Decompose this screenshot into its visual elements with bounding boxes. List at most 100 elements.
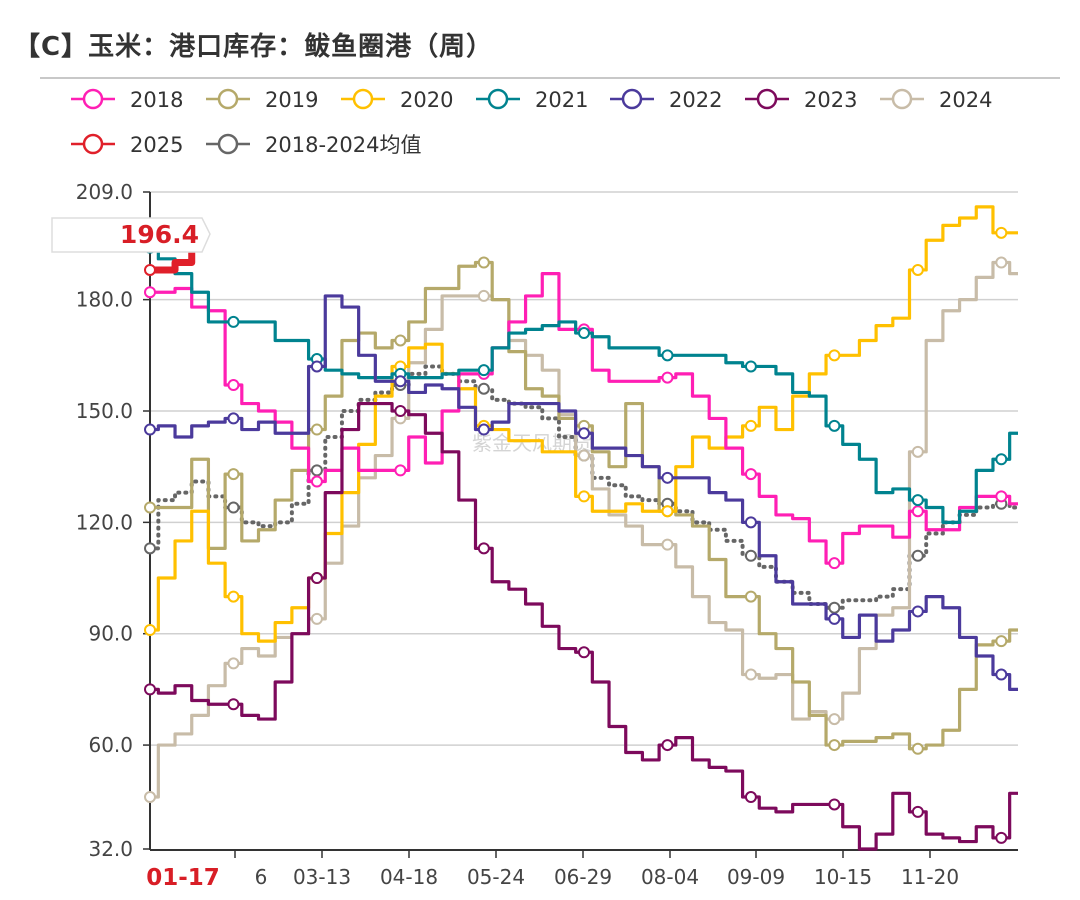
- data-point-2021: [578, 327, 590, 340]
- legend-circle-icon: [217, 88, 239, 110]
- data-point-2018-2024均值: [227, 501, 240, 514]
- data-point-2020: [995, 226, 1008, 239]
- data-point-2022: [477, 423, 490, 436]
- legend-label: 2020: [400, 88, 453, 112]
- series-line-2018: [150, 272, 1018, 565]
- legend-label: 2025: [130, 133, 183, 157]
- data-point-2018-2024均值: [144, 542, 156, 555]
- data-point-2024: [578, 449, 590, 462]
- data-point-2023: [744, 791, 757, 804]
- data-point-2022: [828, 612, 841, 625]
- data-point-2018: [995, 490, 1008, 503]
- data-point-2018-2024均值: [310, 464, 323, 477]
- data-point-2019: [310, 423, 323, 436]
- data-point-2023: [227, 698, 240, 711]
- legend-item-2021[interactable]: 2021: [476, 88, 588, 112]
- x-tick-label: 09-09: [727, 865, 785, 889]
- title-divider: [40, 77, 1060, 79]
- legend-item-2022[interactable]: 2022: [610, 88, 722, 112]
- legend-circle-icon: [487, 88, 509, 110]
- data-point-2018-2024均值: [744, 549, 757, 562]
- data-point-2020: [227, 590, 240, 603]
- x-tick-label: 04-18: [380, 865, 438, 889]
- data-point-2018: [661, 371, 674, 384]
- data-point-2018-2024均值: [477, 382, 490, 395]
- axes: 209.0 180.0 150.0 120.0 90.0 60.0 32.0 6 03-13 04…: [76, 180, 1018, 889]
- data-point-2024: [661, 538, 674, 551]
- x-tick-label: 06-29: [554, 865, 612, 889]
- series-line-2021: [150, 246, 1018, 524]
- chart-title: 【C】玉米：港口库存：鲅鱼圈港（周）: [14, 32, 494, 62]
- data-point-2023: [828, 798, 841, 811]
- data-point-2021: [661, 349, 674, 362]
- legend-item-2020[interactable]: 2020: [341, 88, 453, 112]
- legend-label: 2019: [265, 88, 318, 112]
- data-point-2018: [744, 468, 757, 481]
- data-point-2021: [227, 315, 240, 328]
- data-point-2023: [995, 831, 1008, 844]
- y-tick-label: 180.0: [76, 288, 133, 312]
- legend: 2018 2019 2020 2021 2022 2023 2024 2025 2018-202…: [71, 88, 992, 157]
- data-point-2023: [310, 572, 323, 585]
- y-tick-label: 32.0: [88, 837, 133, 861]
- legend-item-2018-2024均值[interactable]: 2018-2024均值: [206, 133, 421, 157]
- data-point-2024: [227, 657, 240, 670]
- data-point-2018: [227, 379, 240, 392]
- legend-label: 2021: [535, 88, 588, 112]
- data-point-2020: [744, 419, 757, 432]
- data-point-2019: [911, 742, 924, 755]
- data-point-2024: [911, 445, 924, 458]
- marker-group: [144, 226, 1008, 844]
- data-point-2023: [394, 405, 407, 417]
- data-point-2019: [227, 468, 240, 481]
- y-tick-label: 60.0: [88, 733, 133, 757]
- data-point-2019: [394, 334, 407, 347]
- legend-circle-icon: [891, 88, 913, 110]
- data-point-2023: [911, 805, 924, 818]
- data-point-2020: [911, 263, 924, 276]
- data-point-2022: [744, 516, 757, 529]
- data-point-2018: [911, 505, 924, 518]
- data-point-2025: [144, 263, 156, 276]
- data-point-2022: [227, 412, 240, 425]
- x-tick-label: 10-15: [814, 865, 872, 889]
- data-point-2024: [310, 612, 323, 625]
- legend-item-2018[interactable]: 2018: [71, 88, 183, 112]
- data-point-2023: [661, 739, 674, 752]
- data-point-2021: [995, 453, 1008, 466]
- legend-circle-icon: [82, 133, 104, 155]
- data-point-2022: [310, 360, 323, 373]
- series-group: [148, 205, 1020, 851]
- data-point-2019: [477, 256, 490, 269]
- legend-label: 2024: [939, 88, 992, 112]
- data-point-2020: [578, 490, 590, 503]
- data-point-2018-2024均值: [911, 549, 924, 562]
- data-point-2022: [661, 471, 674, 484]
- legend-item-2019[interactable]: 2019: [206, 88, 318, 112]
- legend-item-2024[interactable]: 2024: [880, 88, 992, 112]
- x-tick-label: 05-24: [467, 865, 525, 889]
- series-line-2024: [150, 260, 1018, 799]
- legend-item-2023[interactable]: 2023: [745, 88, 857, 112]
- series-line-2023: [150, 401, 1018, 851]
- legend-label: 2022: [669, 88, 722, 112]
- data-point-2022: [578, 427, 590, 440]
- data-point-2021: [828, 419, 841, 432]
- data-point-2018-2024均值: [828, 601, 841, 614]
- grid: [150, 191, 1018, 746]
- data-point-2022: [911, 605, 924, 618]
- x-tick-label: 6: [255, 865, 268, 889]
- data-point-2022: [394, 375, 407, 388]
- current-value-box: [51, 217, 211, 253]
- legend-circle-icon: [217, 133, 239, 155]
- data-point-2020: [144, 624, 156, 636]
- data-point-2019: [828, 739, 841, 752]
- y-tick-label: 209.0: [76, 180, 133, 204]
- legend-circle-icon: [352, 88, 374, 110]
- legend-label: 2023: [804, 88, 857, 112]
- data-point-2018: [144, 286, 156, 299]
- legend-label: 2018-2024均值: [265, 133, 421, 157]
- y-tick-label: 120.0: [76, 510, 133, 534]
- legend-item-2025[interactable]: 2025: [71, 133, 183, 157]
